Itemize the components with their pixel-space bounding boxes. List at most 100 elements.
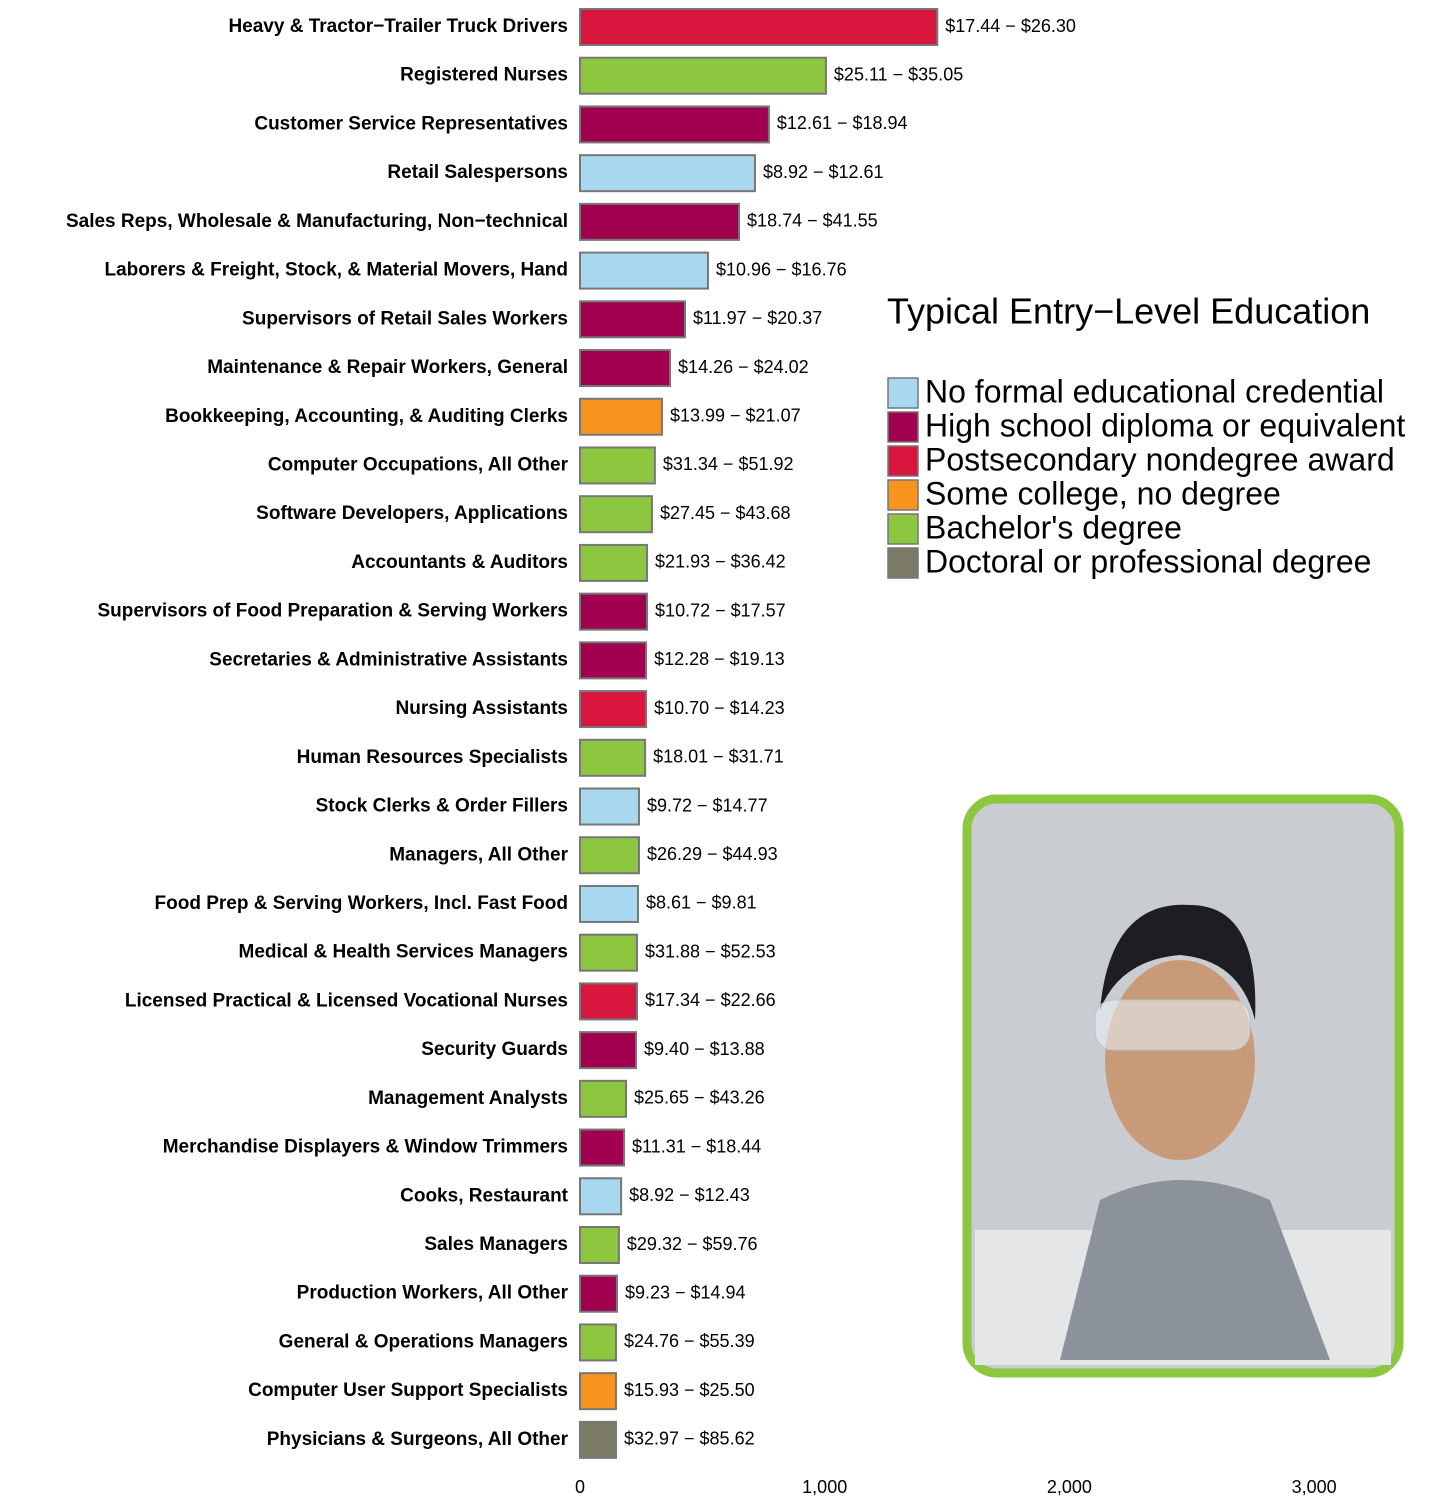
bar xyxy=(579,1226,620,1264)
category-label: Retail Salespersons xyxy=(387,162,568,183)
wage-range: $24.76 − $55.39 xyxy=(624,1331,755,1351)
wage-range: $21.93 − $36.42 xyxy=(655,552,786,572)
category-label: Management Analysts xyxy=(368,1088,568,1109)
x-tick-label: 1,000 xyxy=(802,1477,847,1497)
wage-range: $11.31 − $18.44 xyxy=(632,1136,761,1156)
wage-range: $13.99 − $21.07 xyxy=(670,406,801,426)
wage-range: $9.72 − $14.77 xyxy=(647,795,768,815)
category-label: Computer User Support Specialists xyxy=(248,1380,568,1401)
bar xyxy=(579,202,741,241)
wage-range: $11.97 − $20.37 xyxy=(693,308,822,328)
category-label: Physicians & Surgeons, All Other xyxy=(267,1429,569,1450)
bar xyxy=(579,56,827,95)
category-label: Supervisors of Food Preparation & Servin… xyxy=(97,601,568,622)
wage-range: $10.96 − $16.76 xyxy=(716,259,847,279)
category-label: Customer Service Representatives xyxy=(254,113,568,134)
x-tick-label: 3,000 xyxy=(1292,1477,1337,1497)
category-label: Production Workers, All Other xyxy=(297,1283,569,1304)
wage-range: $15.93 − $25.50 xyxy=(624,1380,755,1400)
legend-swatch xyxy=(887,377,919,409)
wage-range: $18.74 − $41.55 xyxy=(747,211,878,231)
bar xyxy=(579,154,756,193)
wage-range: $25.65 − $43.26 xyxy=(634,1088,765,1108)
category-label: Maintenance & Repair Workers, General xyxy=(207,357,568,378)
bar xyxy=(579,8,939,46)
bar xyxy=(579,105,770,144)
bar xyxy=(579,495,653,534)
category-label: Human Resources Specialists xyxy=(297,747,568,768)
x-tick-label: 2,000 xyxy=(1047,1477,1092,1497)
photo xyxy=(962,794,1404,1378)
wage-range: $31.34 − $51.92 xyxy=(663,454,794,474)
bar xyxy=(579,690,648,729)
category-label: Security Guards xyxy=(421,1039,568,1060)
wage-range: $29.32 − $59.76 xyxy=(627,1234,758,1254)
bar xyxy=(579,397,663,436)
category-label: General & Operations Managers xyxy=(279,1331,568,1352)
legend-label: Doctoral or professional degree xyxy=(925,543,1371,579)
category-label: Supervisors of Retail Sales Workers xyxy=(242,308,568,329)
legend-swatch xyxy=(887,411,919,443)
bar xyxy=(579,1274,618,1313)
bar xyxy=(579,349,672,388)
wage-range: $10.72 − $17.57 xyxy=(655,600,786,620)
category-label: Stock Clerks & Order Fillers xyxy=(316,796,568,817)
category-label: Registered Nurses xyxy=(400,65,568,86)
bar xyxy=(579,884,639,923)
category-label: Food Prep & Serving Workers, Incl. Fast … xyxy=(155,893,569,914)
category-label: Computer Occupations, All Other xyxy=(268,454,569,475)
wage-range: $27.45 − $43.68 xyxy=(660,503,791,523)
wage-range: $17.34 − $22.66 xyxy=(645,990,776,1010)
wage-range: $8.92 − $12.43 xyxy=(629,1185,750,1205)
wage-range: $26.29 − $44.93 xyxy=(647,844,778,864)
category-label: Bookkeeping, Accounting, & Auditing Cler… xyxy=(165,406,568,427)
category-label: Licensed Practical & Licensed Vocational… xyxy=(125,990,568,1011)
bar xyxy=(579,836,640,875)
legend-swatch xyxy=(887,479,919,511)
category-label: Sales Managers xyxy=(424,1234,568,1255)
wage-range: $18.01 − $31.71 xyxy=(653,747,784,767)
legend-label: High school diploma or equivalent xyxy=(925,407,1405,443)
bar xyxy=(579,738,647,777)
category-label: Software Developers, Applications xyxy=(256,503,568,524)
bar xyxy=(579,1372,617,1411)
category-label: Managers, All Other xyxy=(389,844,568,865)
bar xyxy=(579,787,640,826)
wage-range: $25.11 − $35.05 xyxy=(834,64,963,84)
wage-range: $8.92 − $12.61 xyxy=(763,162,884,182)
category-label: Secretaries & Administrative Assistants xyxy=(209,649,568,670)
wage-range: $32.97 − $85.62 xyxy=(624,1429,755,1449)
wage-range: $9.40 − $13.88 xyxy=(644,1039,765,1059)
bar xyxy=(579,1420,617,1459)
wage-range: $12.61 − $18.94 xyxy=(777,113,908,133)
legend-label: No formal educational credential xyxy=(925,373,1384,409)
wage-range: $10.70 − $14.23 xyxy=(654,698,785,718)
category-label: Medical & Health Services Managers xyxy=(239,942,568,963)
bar xyxy=(579,446,656,485)
legend-swatch xyxy=(887,547,919,579)
category-label: Nursing Assistants xyxy=(396,698,568,719)
category-label: Merchandise Displayers & Window Trimmers xyxy=(163,1137,568,1158)
wage-range: $12.28 − $19.13 xyxy=(654,649,785,669)
category-label: Cooks, Restaurant xyxy=(400,1185,569,1206)
bar xyxy=(579,251,709,290)
wage-range: $31.88 − $52.53 xyxy=(645,941,776,961)
bar xyxy=(579,982,639,1021)
bar xyxy=(579,300,686,339)
bar xyxy=(579,1031,638,1070)
bar xyxy=(579,1177,623,1216)
bar xyxy=(579,1323,617,1362)
wage-range: $8.61 − $9.81 xyxy=(646,893,757,913)
bar xyxy=(579,933,639,972)
wage-range: $14.26 − $24.02 xyxy=(678,357,809,377)
bar xyxy=(579,543,649,582)
bar xyxy=(579,1128,626,1167)
legend-label: Postsecondary nondegree award xyxy=(925,441,1395,477)
wage-range: $9.23 − $14.94 xyxy=(625,1282,746,1302)
legend-swatch xyxy=(887,445,919,477)
category-label: Accountants & Auditors xyxy=(351,552,568,573)
legend-label: Some college, no degree xyxy=(925,475,1281,511)
x-tick-label: 0 xyxy=(575,1477,585,1497)
category-label: Heavy & Tractor−Trailer Truck Drivers xyxy=(228,16,568,37)
